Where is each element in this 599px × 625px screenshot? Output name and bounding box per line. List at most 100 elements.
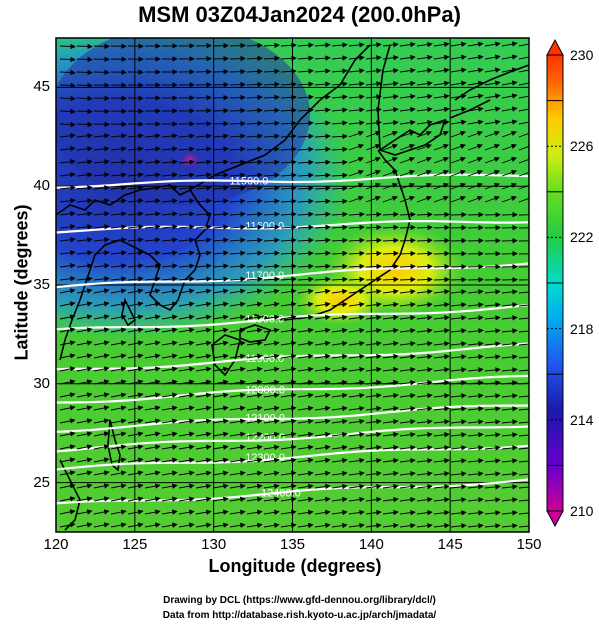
wind-vector xyxy=(195,405,212,411)
wind-vector xyxy=(280,211,297,217)
wind-vector xyxy=(59,159,76,165)
wind-vector xyxy=(263,68,280,75)
wind-vector xyxy=(93,366,110,372)
wind-vector xyxy=(314,250,331,256)
wind-vector xyxy=(433,523,450,529)
wind-vector xyxy=(365,224,382,231)
wind-vector xyxy=(263,185,280,191)
wind-vector xyxy=(161,431,178,437)
wind-vector xyxy=(297,509,314,516)
plot-frame xyxy=(55,37,530,533)
wind-vector xyxy=(127,483,144,489)
wind-vector xyxy=(280,172,297,178)
wind-vector xyxy=(348,250,365,257)
wind-vector xyxy=(467,393,484,399)
wind-vector xyxy=(314,55,331,61)
wind-vector xyxy=(59,185,76,191)
wind-vector xyxy=(365,263,382,270)
wind-vector xyxy=(314,509,331,516)
wind-vector xyxy=(297,198,314,204)
wind-vector xyxy=(518,330,529,333)
wind-vector xyxy=(178,301,195,307)
wind-vector xyxy=(263,327,280,334)
wind-vector xyxy=(348,169,364,177)
wind-vector xyxy=(433,80,450,87)
wind-vector xyxy=(127,366,144,372)
wind-vector xyxy=(59,522,76,528)
wind-vector xyxy=(280,55,297,61)
wind-vector xyxy=(144,276,161,282)
wind-vector xyxy=(450,143,466,151)
wind-vector xyxy=(467,224,484,231)
wind-vector xyxy=(246,301,263,307)
contour-label: 11500.0 xyxy=(229,175,268,187)
wind-vector xyxy=(399,483,416,490)
wind-vector xyxy=(501,445,518,451)
wind-vector xyxy=(297,340,314,347)
wind-vector xyxy=(59,172,76,178)
wind-vector xyxy=(246,211,263,217)
wind-vector xyxy=(365,120,382,126)
wind-vector xyxy=(246,68,263,75)
wind-vector xyxy=(195,483,212,489)
wind-vector xyxy=(93,301,110,307)
wind-vector xyxy=(331,68,348,74)
wind-vector xyxy=(161,405,178,411)
wind-vector xyxy=(144,509,161,515)
wind-vector xyxy=(178,237,195,243)
wind-vector xyxy=(331,133,348,140)
wind-vector xyxy=(59,82,76,89)
wind-vector xyxy=(59,483,76,489)
wind-vector xyxy=(161,509,178,515)
wind-vector xyxy=(297,263,314,269)
wind-vector xyxy=(365,379,382,386)
wind-vector xyxy=(263,301,280,308)
wind-vector xyxy=(93,237,110,243)
wind-vector xyxy=(76,159,93,165)
wind-vector xyxy=(144,314,161,320)
wind-vector xyxy=(161,470,178,476)
wind-vector xyxy=(127,418,144,424)
wind-vector xyxy=(144,483,161,489)
wind-vector xyxy=(110,327,127,333)
wind-vector xyxy=(280,42,297,48)
wind-vector xyxy=(416,444,433,451)
wind-vector xyxy=(212,483,229,489)
wind-vector xyxy=(280,353,297,360)
wind-vector xyxy=(76,263,93,269)
wind-vector xyxy=(518,447,529,450)
wind-vector xyxy=(450,250,467,257)
wind-vector xyxy=(399,379,416,386)
wind-vector xyxy=(246,483,263,489)
wind-vector xyxy=(450,458,467,464)
wind-vector xyxy=(450,263,467,270)
wind-vector xyxy=(314,366,331,373)
wind-vector xyxy=(382,195,398,203)
wind-vector xyxy=(212,392,229,398)
wind-vector xyxy=(450,195,466,203)
wind-vector xyxy=(93,405,110,411)
wind-vector xyxy=(212,224,229,230)
wind-vector xyxy=(501,497,518,503)
wind-vector xyxy=(382,120,399,126)
colorbar-tick-label: 214 xyxy=(570,411,594,428)
wind-vector xyxy=(450,445,467,451)
wind-vector xyxy=(178,353,195,359)
wind-vector xyxy=(59,470,76,476)
wind-vector xyxy=(433,328,450,334)
wind-vector xyxy=(484,315,501,321)
wind-vector xyxy=(314,68,331,74)
wind-vector xyxy=(195,496,212,502)
wind-vector xyxy=(161,366,178,372)
wind-vector xyxy=(212,496,229,502)
wind-vector xyxy=(280,366,297,373)
wind-vector xyxy=(178,185,195,191)
wind-vector xyxy=(416,106,433,113)
wind-vector xyxy=(263,94,280,101)
wind-vector xyxy=(297,224,314,230)
wind-vector xyxy=(263,172,280,178)
wind-vector xyxy=(467,302,484,308)
wind-vector xyxy=(178,133,195,139)
wind-vector xyxy=(382,263,399,270)
